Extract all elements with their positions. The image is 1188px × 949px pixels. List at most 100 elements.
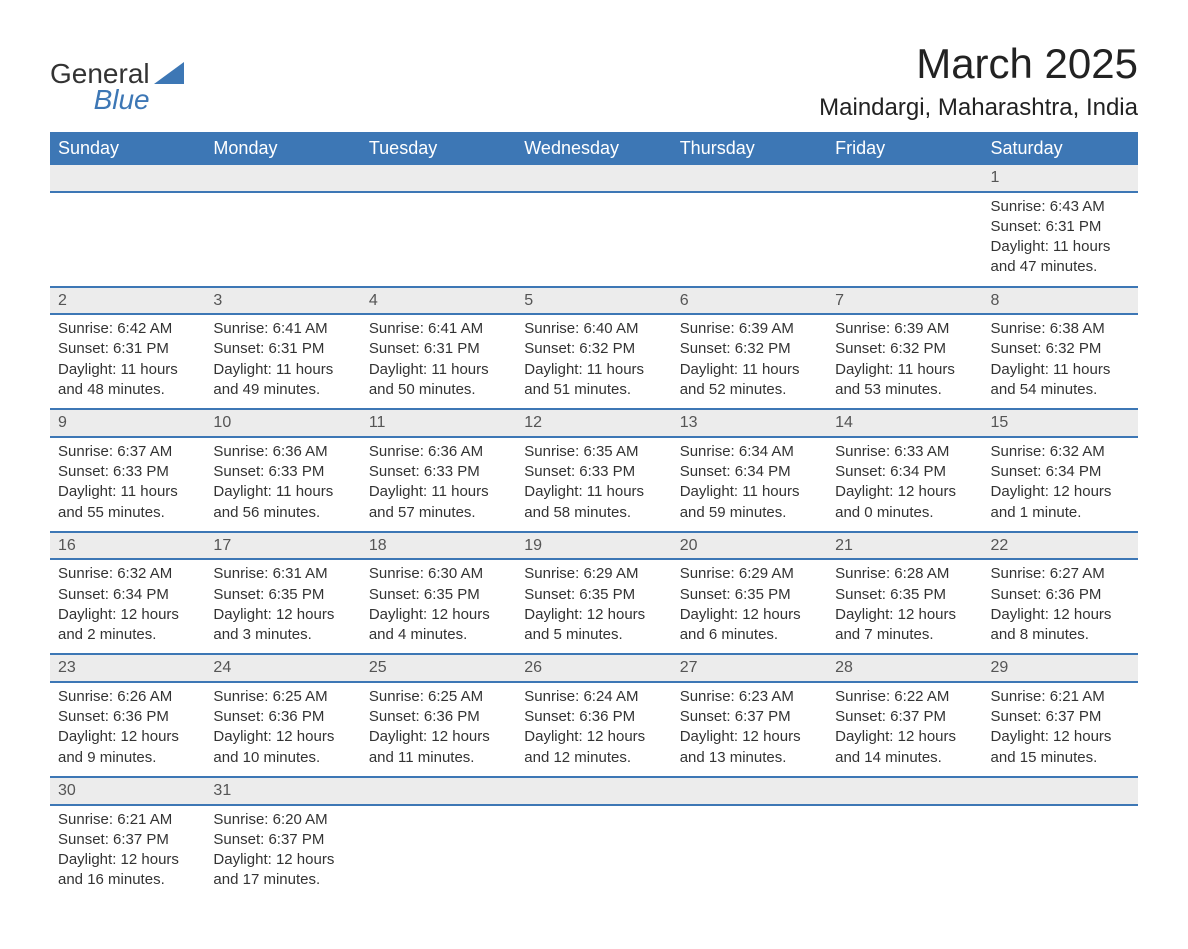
sunrise-text: Sunrise: 6:38 AM [991,319,1130,339]
day-number: 10 [205,409,360,437]
day-number [50,165,205,192]
daylight-text: and 56 minutes. [213,503,352,523]
sunset-text: Sunset: 6:34 PM [835,462,974,482]
daylight-text: Daylight: 12 hours [213,850,352,870]
day-number: 31 [205,777,360,805]
day-number: 12 [516,409,671,437]
day-info: Sunrise: 6:29 AMSunset: 6:35 PMDaylight:… [516,559,671,654]
day-info [672,192,827,287]
day-number [361,165,516,192]
day-number: 19 [516,532,671,560]
sunset-text: Sunset: 6:32 PM [991,339,1130,359]
sunset-text: Sunset: 6:36 PM [524,707,663,727]
day-number: 7 [827,287,982,315]
day-number: 22 [983,532,1138,560]
sunrise-text: Sunrise: 6:41 AM [369,319,508,339]
day-info: Sunrise: 6:41 AMSunset: 6:31 PMDaylight:… [361,314,516,409]
sunrise-text: Sunrise: 6:22 AM [835,687,974,707]
brand-text: General Blue [50,60,150,114]
day-info: Sunrise: 6:39 AMSunset: 6:32 PMDaylight:… [827,314,982,409]
sunrise-text: Sunrise: 6:25 AM [369,687,508,707]
day-number [516,165,671,192]
daylight-text: and 59 minutes. [680,503,819,523]
day-number [205,165,360,192]
day-header-row: Sunday Monday Tuesday Wednesday Thursday… [50,132,1138,165]
sunset-text: Sunset: 6:32 PM [835,339,974,359]
day-info: Sunrise: 6:26 AMSunset: 6:36 PMDaylight:… [50,682,205,777]
sunrise-text: Sunrise: 6:39 AM [835,319,974,339]
daylight-text: Daylight: 12 hours [213,727,352,747]
sunset-text: Sunset: 6:33 PM [524,462,663,482]
calendar-table: Sunday Monday Tuesday Wednesday Thursday… [50,132,1138,899]
day-info: Sunrise: 6:41 AMSunset: 6:31 PMDaylight:… [205,314,360,409]
daylight-text: Daylight: 11 hours [680,482,819,502]
daylight-text: Daylight: 12 hours [369,605,508,625]
day-number [516,777,671,805]
day-info [827,805,982,899]
location: Maindargi, Maharashtra, India [819,94,1138,122]
day-info-row: Sunrise: 6:26 AMSunset: 6:36 PMDaylight:… [50,682,1138,777]
day-number: 29 [983,654,1138,682]
daylight-text: and 14 minutes. [835,748,974,768]
sunset-text: Sunset: 6:33 PM [213,462,352,482]
day-number: 20 [672,532,827,560]
day-header: Monday [205,132,360,165]
day-number: 14 [827,409,982,437]
day-number: 17 [205,532,360,560]
day-number: 11 [361,409,516,437]
day-number-row: 16171819202122 [50,532,1138,560]
sunrise-text: Sunrise: 6:27 AM [991,564,1130,584]
sunset-text: Sunset: 6:32 PM [524,339,663,359]
day-info: Sunrise: 6:42 AMSunset: 6:31 PMDaylight:… [50,314,205,409]
day-info [672,805,827,899]
triangle-icon [154,62,184,84]
daylight-text: and 49 minutes. [213,380,352,400]
day-info: Sunrise: 6:31 AMSunset: 6:35 PMDaylight:… [205,559,360,654]
daylight-text: Daylight: 12 hours [835,727,974,747]
daylight-text: Daylight: 11 hours [213,360,352,380]
sunset-text: Sunset: 6:34 PM [58,585,197,605]
day-info [361,805,516,899]
day-info [516,805,671,899]
day-number-row: 3031 [50,777,1138,805]
daylight-text: and 48 minutes. [58,380,197,400]
day-info-row: Sunrise: 6:37 AMSunset: 6:33 PMDaylight:… [50,437,1138,532]
sunrise-text: Sunrise: 6:35 AM [524,442,663,462]
daylight-text: Daylight: 11 hours [991,237,1130,257]
sunrise-text: Sunrise: 6:23 AM [680,687,819,707]
title-block: March 2025 Maindargi, Maharashtra, India [819,40,1138,122]
day-number [672,777,827,805]
daylight-text: Daylight: 12 hours [991,482,1130,502]
day-info: Sunrise: 6:37 AMSunset: 6:33 PMDaylight:… [50,437,205,532]
sunrise-text: Sunrise: 6:26 AM [58,687,197,707]
sunset-text: Sunset: 6:34 PM [991,462,1130,482]
day-info: Sunrise: 6:30 AMSunset: 6:35 PMDaylight:… [361,559,516,654]
day-info: Sunrise: 6:25 AMSunset: 6:36 PMDaylight:… [361,682,516,777]
daylight-text: Daylight: 12 hours [369,727,508,747]
day-number: 24 [205,654,360,682]
daylight-text: and 55 minutes. [58,503,197,523]
day-info: Sunrise: 6:36 AMSunset: 6:33 PMDaylight:… [361,437,516,532]
sunset-text: Sunset: 6:33 PM [58,462,197,482]
daylight-text: and 51 minutes. [524,380,663,400]
day-number-row: 1 [50,165,1138,192]
day-number: 2 [50,287,205,315]
day-number-row: 2345678 [50,287,1138,315]
month-title: March 2025 [819,40,1138,88]
daylight-text: and 53 minutes. [835,380,974,400]
day-number: 3 [205,287,360,315]
sunset-text: Sunset: 6:37 PM [58,830,197,850]
sunset-text: Sunset: 6:35 PM [213,585,352,605]
sunrise-text: Sunrise: 6:21 AM [991,687,1130,707]
day-info: Sunrise: 6:24 AMSunset: 6:36 PMDaylight:… [516,682,671,777]
day-number: 9 [50,409,205,437]
daylight-text: and 57 minutes. [369,503,508,523]
day-header: Sunday [50,132,205,165]
sunrise-text: Sunrise: 6:39 AM [680,319,819,339]
sunrise-text: Sunrise: 6:21 AM [58,810,197,830]
day-info-row: Sunrise: 6:21 AMSunset: 6:37 PM Daylight:… [50,805,1138,899]
sunset-text: Sunset: 6:31 PM [991,217,1130,237]
day-header: Wednesday [516,132,671,165]
sunset-text: Sunset: 6:36 PM [213,707,352,727]
header: General Blue March 2025 Maindargi, Mahar… [50,40,1138,122]
